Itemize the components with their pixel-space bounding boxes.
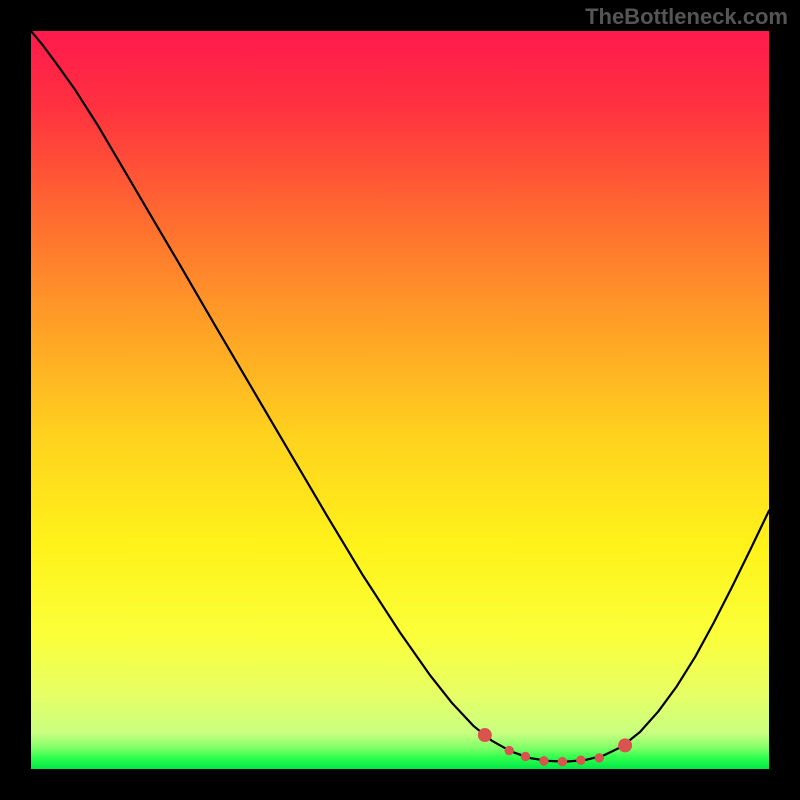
curve-marker — [558, 757, 566, 765]
curve-marker — [540, 757, 548, 765]
chart-svg — [31, 31, 769, 769]
curve-marker — [595, 754, 603, 762]
watermark-label: TheBottleneck.com — [585, 4, 788, 30]
curve-marker — [478, 729, 491, 742]
gradient-background — [31, 31, 769, 769]
curve-marker — [577, 756, 585, 764]
curve-marker — [521, 752, 529, 760]
curve-marker — [505, 746, 513, 754]
chart-container: TheBottleneck.com — [0, 0, 800, 800]
curve-marker — [619, 739, 632, 752]
plot-area — [31, 31, 769, 769]
